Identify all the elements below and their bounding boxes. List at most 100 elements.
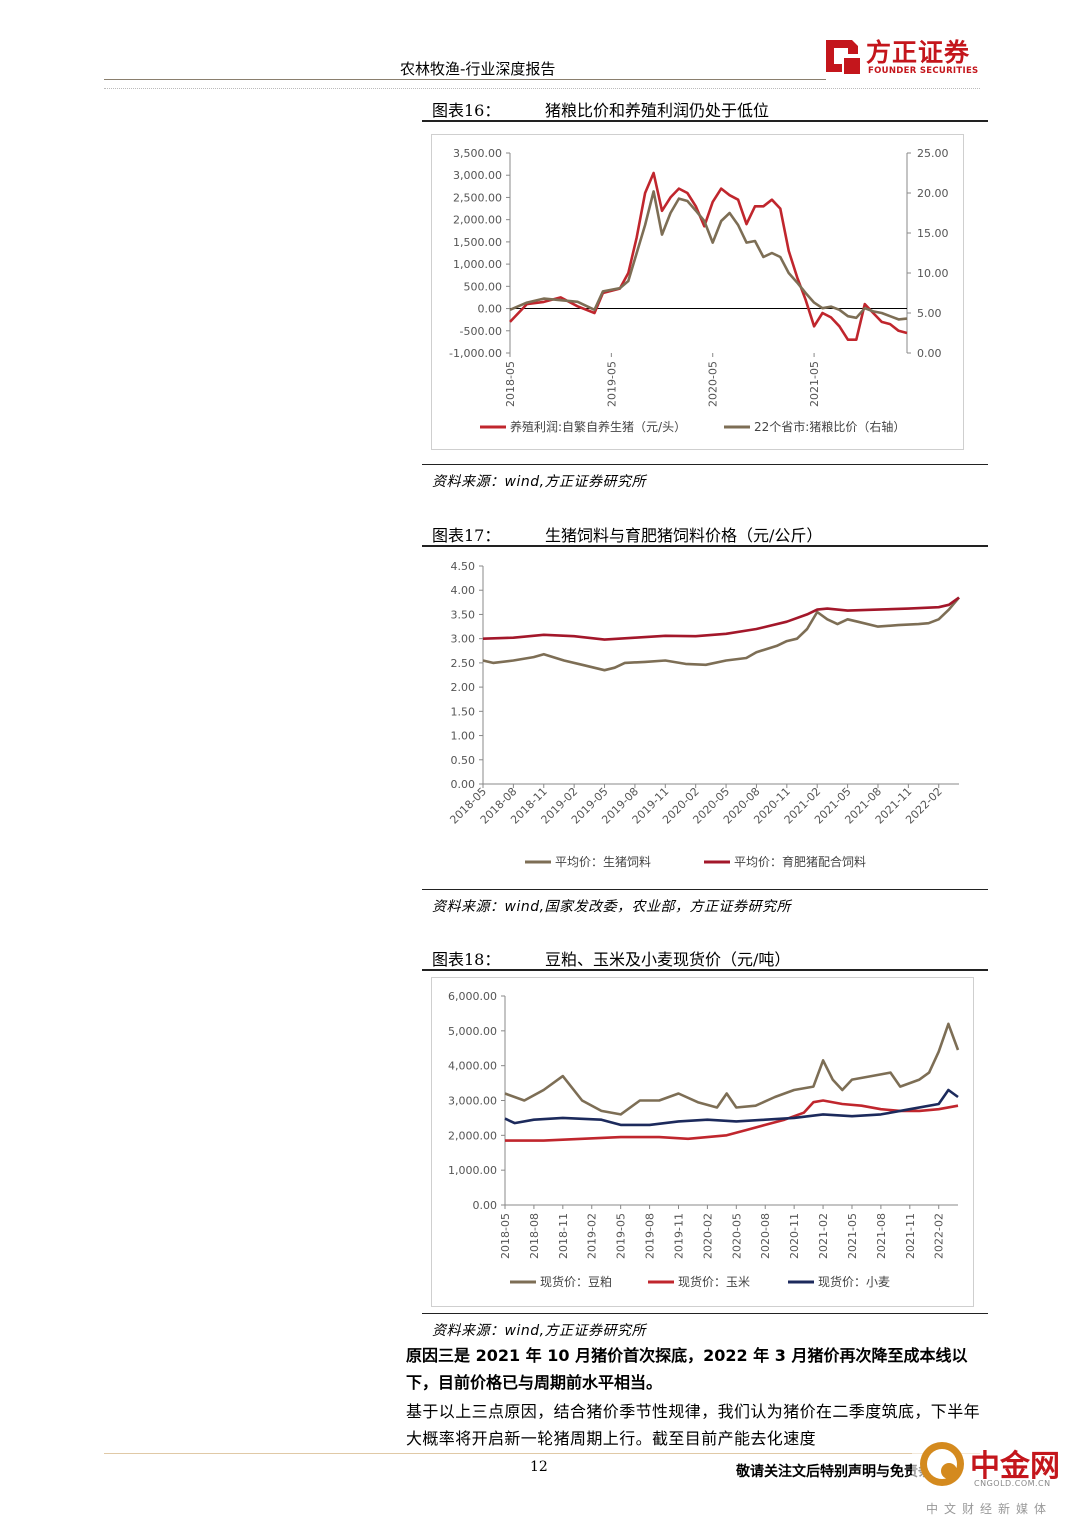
- figure18-title: 豆粕、玉米及小麦现货价（元/吨）: [545, 950, 791, 969]
- founder-logo: 方正证券 FOUNDER SECURITIES: [822, 30, 982, 80]
- x-tick-label: 2022-02: [933, 1213, 946, 1259]
- legend-label-2: 现货价：玉米: [678, 1274, 750, 1289]
- footer-rule: [104, 1453, 980, 1454]
- y-tick-label: 2.50: [451, 657, 476, 670]
- logo-cn-text: 方正证券: [866, 38, 971, 67]
- x-tick-label: 2021-05: [846, 1213, 859, 1259]
- page-number: 12: [530, 1459, 548, 1475]
- series-line-2: [509, 190, 908, 321]
- y-tick-label: -1,000.00: [449, 347, 502, 360]
- x-tick-label: 2018-11: [557, 1213, 570, 1259]
- y-tick-label: 2,000.00: [453, 214, 502, 227]
- x-tick-label: 2020-08: [759, 1213, 772, 1259]
- figure16-title: 猪粮比价和养殖利润仍处于低位: [545, 101, 770, 120]
- y-tick-label: 1.50: [451, 705, 476, 718]
- y-right-tick-label: 15.00: [917, 227, 949, 240]
- chart18: 6,000.00 5,000.00 4,000.00 3,000.00 2,000.00…: [448, 990, 960, 1289]
- legend-label-3: 现货价：小麦: [818, 1274, 890, 1289]
- cngold-watermark: 中金网 CNGOLD.COM.CN 中文财经新媒体: [912, 1432, 1080, 1527]
- y-tick-label: 3.00: [451, 633, 476, 646]
- figure16-top-rule: [422, 120, 988, 122]
- watermark-tagline: 中文财经新媒体: [926, 1502, 1053, 1516]
- x-tick-label: 2021-02: [817, 1213, 830, 1259]
- x-tick-label: 2019-08: [644, 1213, 657, 1259]
- figure17-top-rule: [422, 545, 988, 547]
- x-tick-label: 2018-08: [528, 1213, 541, 1259]
- x-tick-label: 2020-11: [788, 1213, 801, 1259]
- y-tick-label: 0.50: [451, 754, 476, 767]
- watermark-brand: 中金网: [970, 1449, 1060, 1484]
- y-tick-label: 3.50: [451, 608, 476, 621]
- x-tick-label: 2021-08: [875, 1213, 888, 1259]
- y-tick-label: 0.00: [473, 1199, 498, 1212]
- x-tick-label: 2018-05: [504, 361, 517, 407]
- header-rule: [104, 79, 826, 80]
- x-tick-label: 2019-05: [615, 1213, 628, 1259]
- y-tick-label: -500.00: [460, 325, 502, 338]
- x-tick-label: 2021-11: [904, 1213, 917, 1259]
- figure18-title-number: 图表18：: [432, 950, 501, 969]
- legend-label-2: 平均价：育肥猪配合饲料: [734, 854, 866, 869]
- figure16-bottom-rule: [422, 464, 988, 465]
- reason-three-paragraph: 原因三是 2021 年 10 月猪价首次探底，2022 年 3 月猪价再次降至成…: [406, 1346, 968, 1392]
- x-tick-label: 2021-05: [808, 361, 821, 407]
- conclusion-paragraph: 基于以上三点原因，结合猪价季节性规律，我们认为猪价在二季度筑底，下半年大概率将开…: [406, 1402, 981, 1448]
- legend-label-2: 22个省市:猪粮比价（右轴）: [754, 419, 905, 434]
- y-tick-label: 3,000.00: [453, 169, 502, 182]
- chart17: 4.50 4.00 3.50 3.00 2.50 2.00 1.50 1.00 0.50 0.00…: [447, 560, 960, 869]
- series-line-1: [504, 1022, 960, 1116]
- x-tick-label: 2019-11: [672, 1213, 685, 1259]
- figure18-top-rule: [422, 969, 988, 971]
- y-right-tick-label: 5.00: [917, 307, 942, 320]
- y-tick-label: 500.00: [464, 280, 503, 293]
- figure16-source: 资料来源：wind,方正证券研究所: [432, 474, 647, 490]
- y-tick-label: 1.00: [451, 730, 476, 743]
- y-right-tick-label: 25.00: [917, 147, 949, 160]
- watermark-url: CNGOLD.COM.CN: [974, 1479, 1051, 1488]
- chart16-frame: 3,500.00 3,000.00 2,500.00 2,000.00 1,500.00…: [431, 134, 964, 450]
- y-tick-label: 5,000.00: [448, 1025, 497, 1038]
- x-tick-label: 2020-05: [730, 1213, 743, 1259]
- figure17-title: 生猪饲料与育肥猪饲料价格（元/公斤）: [545, 526, 823, 545]
- figure18-source: 资料来源：wind,方正证券研究所: [432, 1323, 647, 1339]
- y-tick-label: 1,000.00: [453, 258, 502, 271]
- legend-label-1: 平均价：生猪饲料: [555, 855, 651, 869]
- y-right-tick-label: 20.00: [917, 187, 949, 200]
- x-tick-label: 2020-02: [701, 1213, 714, 1259]
- founder-logo-icon: [826, 40, 860, 74]
- y-tick-label: 2,000.00: [448, 1129, 497, 1142]
- y-tick-label: 0.00: [478, 303, 503, 316]
- y-tick-label: 2,500.00: [453, 191, 502, 204]
- series-line-3: [504, 1088, 959, 1127]
- x-tick-label: 2018-05: [499, 1213, 512, 1259]
- figure17-title-number: 图表17：: [432, 526, 501, 545]
- x-tick-label: 2019-05: [605, 361, 618, 407]
- header-dotted-rule: [104, 88, 980, 89]
- figure18-bottom-rule: [422, 1313, 988, 1314]
- legend-label-1: 现货价：豆粕: [540, 1274, 612, 1289]
- chart17-frame: 4.50 4.00 3.50 3.00 2.50 2.00 1.50 1.00 0.50 0.00…: [428, 548, 988, 884]
- x-tick-label: 2019-02: [586, 1213, 599, 1259]
- report-title: 农林牧渔-行业深度报告: [400, 60, 556, 78]
- y-right-tick-label: 10.00: [917, 267, 949, 280]
- y-tick-label: 3,500.00: [453, 147, 502, 160]
- y-tick-label: 6,000.00: [448, 990, 497, 1003]
- figure17-bottom-rule: [422, 889, 988, 890]
- x-tick-label: 2020-05: [707, 361, 720, 407]
- figure17-source: 资料来源：wind,国家发改委，农业部，方正证券研究所: [432, 899, 792, 915]
- y-tick-label: 3,000.00: [448, 1095, 497, 1108]
- cngold-logo-icon: [920, 1442, 964, 1486]
- disclaimer-note: 敬请关注文后特别声明与免责条款: [736, 1464, 946, 1480]
- series-line-2: [482, 596, 960, 641]
- y-tick-label: 1,000.00: [448, 1164, 497, 1177]
- y-right-tick-label: 0.00: [917, 347, 942, 360]
- figure16-title-number: 图表16：: [432, 101, 501, 120]
- series-line-1: [482, 596, 960, 672]
- chart18-frame: 6,000.00 5,000.00 4,000.00 3,000.00 2,000.00…: [431, 977, 974, 1307]
- y-tick-label: 4,000.00: [448, 1060, 497, 1073]
- y-tick-label: 2.00: [451, 681, 476, 694]
- y-tick-label: 0.00: [451, 778, 476, 791]
- chart16: 3,500.00 3,000.00 2,500.00 2,000.00 1,500.00…: [449, 147, 949, 434]
- y-tick-label: 4.00: [451, 584, 476, 597]
- logo-en-text: FOUNDER SECURITIES: [868, 66, 979, 76]
